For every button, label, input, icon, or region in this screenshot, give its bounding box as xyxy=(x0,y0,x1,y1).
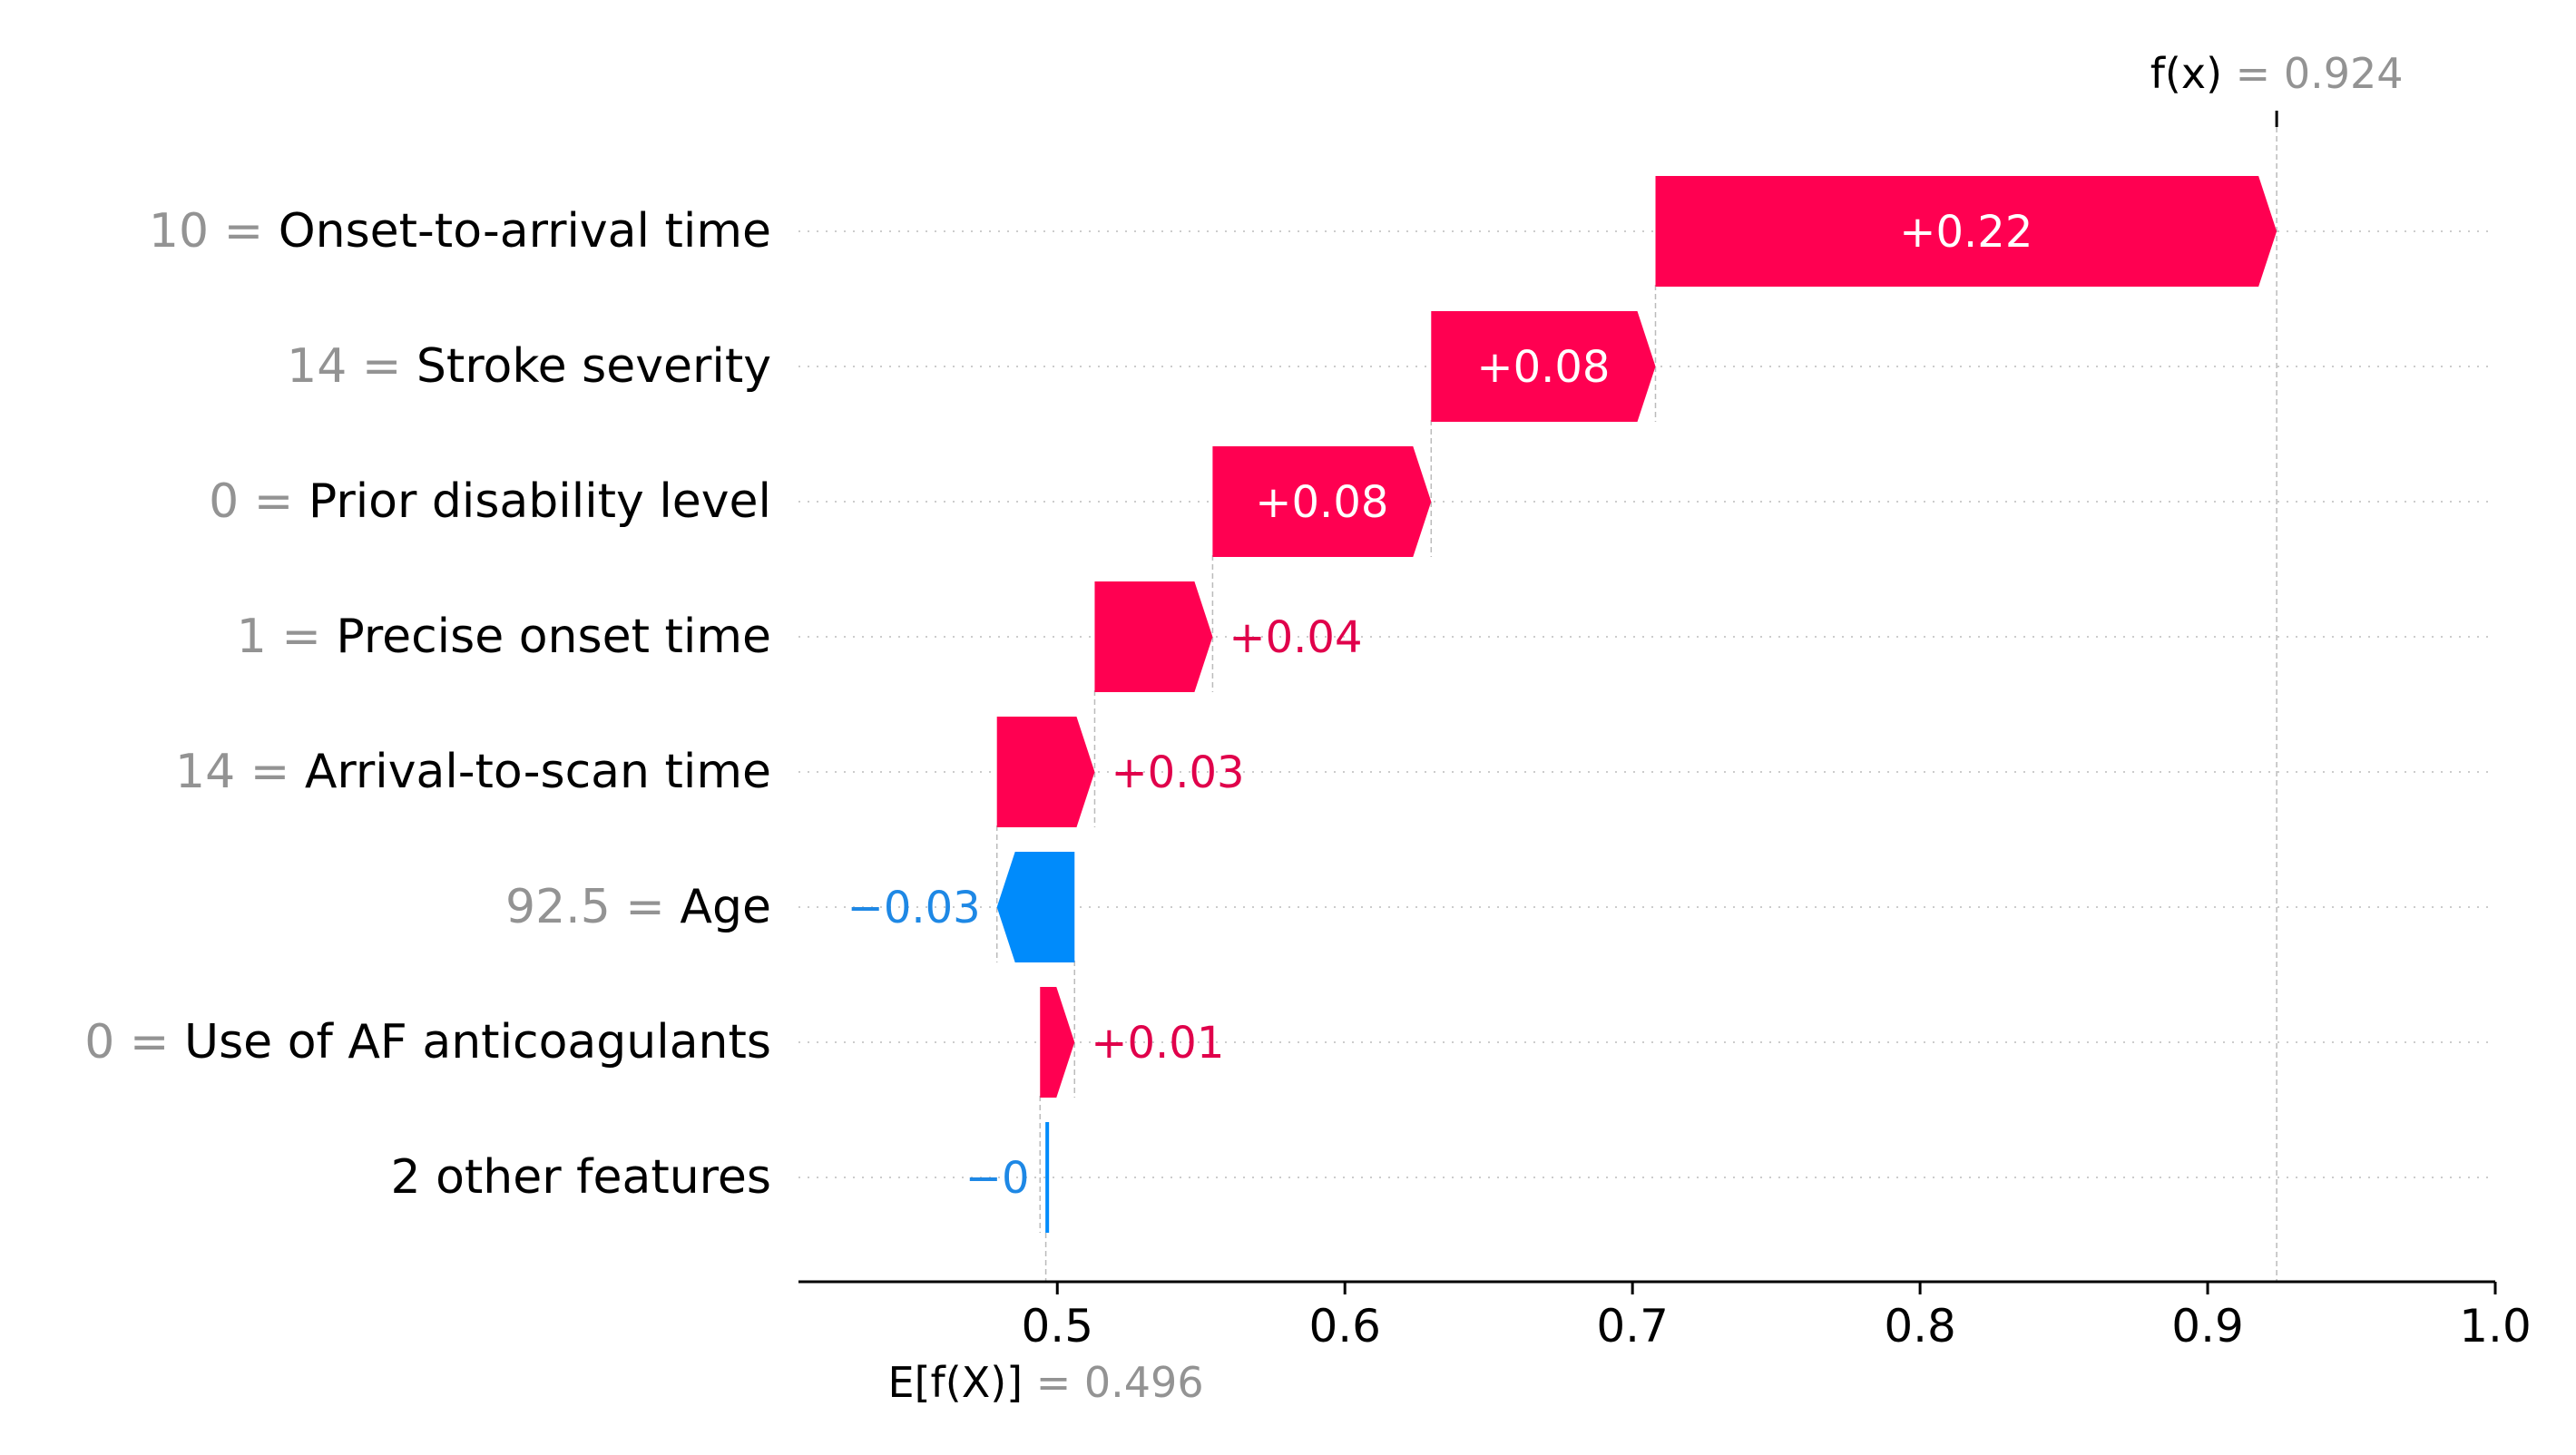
x-tick-label: 1.0 xyxy=(2459,1300,2532,1352)
feature-name: Precise onset time xyxy=(336,610,771,664)
feature-value: 1 = xyxy=(237,610,337,664)
x-tick-label: 0.7 xyxy=(1596,1300,1669,1352)
feature-label: 14 = Stroke severity xyxy=(287,339,771,394)
base-value-expr: E[f(X)] xyxy=(888,1358,1036,1407)
x-tick-label: 0.6 xyxy=(1308,1300,1381,1352)
x-tick-label: 0.9 xyxy=(2171,1300,2244,1352)
feature-label: 14 = Arrival-to-scan time xyxy=(175,745,771,799)
contribution-bars: +0.22 +0.08 +0.08 +0.04 +0.03 −0.03 +0.01 −0 xyxy=(847,176,2277,1233)
base-value-label: E[f(X)] = 0.496 xyxy=(888,1358,1204,1407)
feature-labels: 10 = Onset-to-arrival time 14 = Stroke se… xyxy=(84,204,771,1205)
contribution-label: +0.01 xyxy=(1091,1018,1224,1069)
feature-label: 2 other features xyxy=(390,1150,771,1205)
base-value-number: = 0.496 xyxy=(1036,1358,1204,1407)
feature-name: 2 other features xyxy=(390,1150,771,1205)
feature-value: 0 = xyxy=(209,474,309,529)
x-tick-label: 0.8 xyxy=(1884,1300,1956,1352)
value-annotations: E[f(X)] = 0.496 f(x) = 0.924 xyxy=(888,49,2404,1407)
feature-label: 0 = Use of AF anticoagulants xyxy=(84,1015,771,1069)
feature-name: Arrival-to-scan time xyxy=(305,745,771,799)
feature-label: 1 = Precise onset time xyxy=(237,610,771,664)
contribution-label: +0.22 xyxy=(1899,207,2032,258)
feature-value: 14 = xyxy=(287,339,416,394)
reference-lines xyxy=(995,127,2277,1282)
feature-value: 92.5 = xyxy=(505,880,680,934)
feature-name: Onset-to-arrival time xyxy=(279,204,771,259)
contribution-label: +0.04 xyxy=(1229,612,1362,663)
feature-label: 92.5 = Age xyxy=(505,880,771,934)
contribution-label: −0 xyxy=(965,1153,1030,1204)
contribution-bar xyxy=(996,852,1075,962)
feature-value: 0 = xyxy=(84,1015,184,1069)
contribution-label: +0.03 xyxy=(1111,747,1244,798)
contribution-bar xyxy=(1655,176,2277,287)
feature-label: 0 = Prior disability level xyxy=(209,474,771,529)
feature-value: 14 = xyxy=(175,745,305,799)
contribution-bar xyxy=(1094,581,1213,692)
contribution-label: +0.08 xyxy=(1476,342,1610,393)
feature-name: Stroke severity xyxy=(416,339,771,394)
output-value-number: = 0.924 xyxy=(2236,49,2404,98)
contribution-bar xyxy=(996,717,1095,827)
feature-label: 10 = Onset-to-arrival time xyxy=(149,204,771,259)
x-tick-label: 0.5 xyxy=(1021,1300,1093,1352)
contribution-label: +0.08 xyxy=(1255,477,1388,528)
contribution-label: −0.03 xyxy=(847,883,981,933)
contribution-bar xyxy=(1431,311,1656,422)
feature-value: 10 = xyxy=(149,204,279,259)
feature-name: Age xyxy=(680,880,771,934)
contribution-bar xyxy=(1212,446,1432,557)
feature-name: Prior disability level xyxy=(309,474,771,529)
output-value-label: f(x) = 0.924 xyxy=(2150,49,2404,98)
contribution-bar xyxy=(1040,987,1075,1098)
x-axis: 0.5 0.6 0.7 0.8 0.9 1.0 xyxy=(798,1280,2532,1352)
output-value-expr: f(x) xyxy=(2150,49,2236,98)
feature-name: Use of AF anticoagulants xyxy=(184,1015,771,1069)
